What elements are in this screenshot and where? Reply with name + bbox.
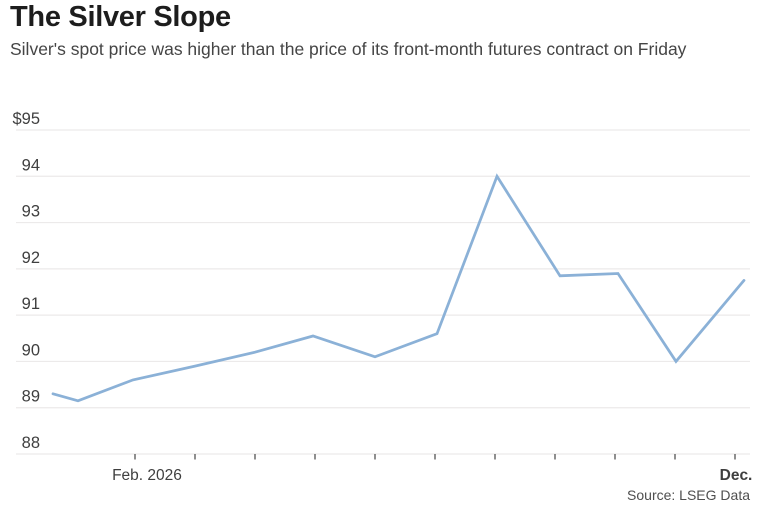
page-title: The Silver Slope: [10, 1, 231, 33]
x-tick-label: Feb. 2026: [112, 467, 182, 484]
y-axis-labels: $95 94 93 92 91 90 89 88: [12, 110, 40, 452]
x-axis-labels: Feb. 2026 Dec.: [112, 467, 752, 484]
y-tick-label: 88: [22, 434, 40, 452]
chart-subtitle: Silver's spot price was higher than the …: [10, 39, 687, 59]
y-tick-label: $95: [12, 110, 40, 128]
y-tick-label: 91: [22, 295, 40, 313]
y-tick-label: 93: [22, 203, 40, 221]
source-attribution: Source: LSEG Data: [627, 487, 750, 503]
y-tick-label: 94: [22, 156, 40, 174]
y-tick-label: 92: [22, 249, 40, 267]
x-tick-label: Dec.: [720, 467, 753, 484]
x-axis-ticks: [134, 454, 736, 460]
price-line: [51, 173, 746, 403]
y-tick-label: 89: [22, 388, 40, 406]
chart-gridlines: [16, 129, 750, 455]
y-tick-label: 90: [22, 341, 40, 359]
